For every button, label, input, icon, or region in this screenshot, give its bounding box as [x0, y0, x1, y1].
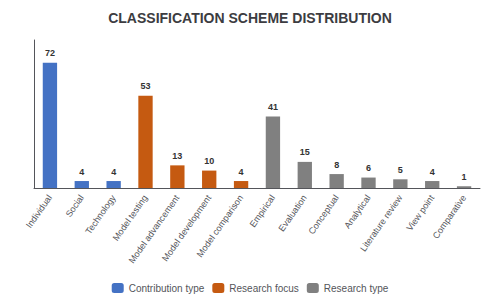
svg-text:Empirical: Empirical	[248, 193, 277, 229]
svg-text:4: 4	[111, 167, 116, 177]
svg-text:Conceptual: Conceptual	[306, 193, 340, 236]
svg-text:View point: View point	[404, 193, 436, 233]
svg-text:Model advancement: Model advancement	[126, 193, 182, 266]
svg-text:Analytical: Analytical	[342, 193, 372, 230]
svg-text:41: 41	[268, 102, 278, 112]
svg-text:Model comparison: Model comparison	[195, 193, 245, 259]
svg-text:4: 4	[79, 167, 84, 177]
svg-text:6: 6	[366, 163, 371, 173]
svg-text:15: 15	[300, 147, 310, 157]
svg-text:53: 53	[140, 81, 150, 91]
svg-text:Research type: Research type	[324, 283, 389, 294]
svg-text:CLASSIFICATION SCHEME DISTRIBU: CLASSIFICATION SCHEME DISTRIBUTION	[108, 10, 392, 26]
svg-text:13: 13	[172, 151, 182, 161]
svg-text:1: 1	[462, 172, 467, 182]
svg-text:Comparative: Comparative	[431, 193, 468, 241]
svg-text:Evaluation: Evaluation	[277, 193, 309, 233]
svg-text:Model testing: Model testing	[110, 193, 150, 243]
svg-text:10: 10	[204, 156, 214, 166]
svg-text:Technology: Technology	[83, 193, 118, 236]
svg-text:Individual: Individual	[24, 193, 54, 230]
svg-text:Research focus: Research focus	[229, 283, 298, 294]
svg-text:Model development: Model development	[160, 193, 214, 264]
svg-text:72: 72	[45, 48, 55, 58]
svg-text:Social: Social	[64, 193, 86, 219]
svg-text:8: 8	[334, 160, 339, 170]
svg-text:Contribution type: Contribution type	[129, 283, 205, 294]
svg-text:5: 5	[398, 165, 403, 175]
svg-text:4: 4	[239, 167, 244, 177]
svg-text:Literature review: Literature review	[358, 193, 405, 254]
svg-text:4: 4	[430, 167, 435, 177]
